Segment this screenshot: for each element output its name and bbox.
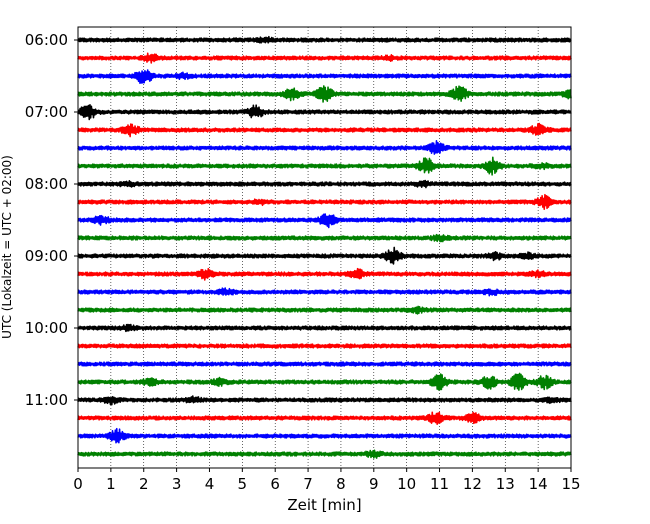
y-tick-label-1000: 10:00 <box>25 319 68 337</box>
trace-0830 <box>77 213 572 229</box>
trace-0945 <box>77 305 572 315</box>
trace-0645 <box>77 85 572 103</box>
trace-0630 <box>77 69 572 84</box>
y-tick-label-0900: 09:00 <box>25 247 68 265</box>
trace-0600 <box>77 35 572 44</box>
trace-1130 <box>77 427 572 444</box>
plot-frame <box>77 26 572 469</box>
y-axis-label: UTC (Lokalzeit = UTC + 02:00) <box>0 155 14 339</box>
x-tick-label-6: 6 <box>270 475 280 493</box>
trace-0615 <box>77 52 572 64</box>
x-tick-label-15: 15 <box>561 475 580 493</box>
x-tick-label-10: 10 <box>397 475 416 493</box>
x-axis-label: Zeit [min] <box>287 496 361 514</box>
trace-0730 <box>77 140 572 155</box>
x-tick-label-7: 7 <box>303 475 313 493</box>
y-tick-label-0600: 06:00 <box>25 31 68 49</box>
trace-0700 <box>77 104 572 121</box>
x-tick-label-0: 0 <box>73 475 83 493</box>
x-tick-label-3: 3 <box>172 475 182 493</box>
trace-1045 <box>77 372 572 391</box>
trace-1015 <box>77 343 572 349</box>
trace-1115 <box>77 411 572 426</box>
axis-layer: 0 1 2 3 4 5 6 7 8 9 10 11 12 13 14 1506:0007:0008:0009:… <box>25 31 581 493</box>
trace-1100 <box>77 395 572 406</box>
trace-0845 <box>77 233 572 243</box>
x-tick-label-4: 4 <box>205 475 215 493</box>
trace-0800 <box>77 179 572 189</box>
trace-1145 <box>77 449 572 459</box>
x-tick-label-14: 14 <box>529 475 548 493</box>
trace-layer <box>77 35 572 459</box>
x-tick-label-11: 11 <box>430 475 449 493</box>
y-tick-label-1100: 11:00 <box>25 391 68 409</box>
trace-0900 <box>77 246 572 265</box>
y-tick-label-0700: 07:00 <box>25 103 68 121</box>
trace-0930 <box>77 287 572 297</box>
x-tick-label-13: 13 <box>496 475 515 493</box>
x-tick-label-1: 1 <box>106 475 116 493</box>
trace-0715 <box>77 122 572 138</box>
x-tick-label-9: 9 <box>369 475 379 493</box>
trace-1030 <box>77 361 572 367</box>
trace-0815 <box>77 193 572 211</box>
trace-1000 <box>77 323 572 333</box>
y-tick-label-0800: 08:00 <box>25 175 68 193</box>
trace-0745 <box>77 156 572 176</box>
trace-0915 <box>77 267 572 281</box>
x-tick-label-2: 2 <box>139 475 149 493</box>
x-tick-label-12: 12 <box>463 475 482 493</box>
x-tick-label-5: 5 <box>238 475 248 493</box>
x-tick-label-8: 8 <box>336 475 346 493</box>
